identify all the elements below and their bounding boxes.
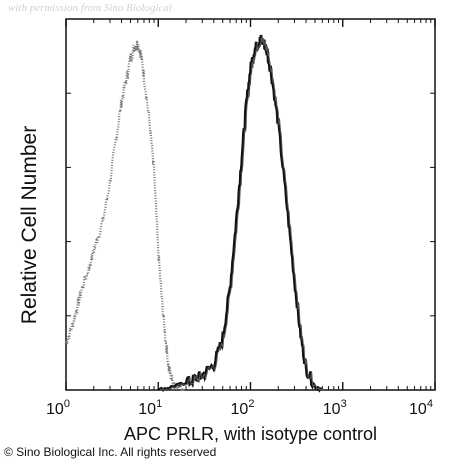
x-tick-label: 100 (46, 398, 70, 418)
x-tick-label: 101 (138, 398, 162, 418)
x-tick-label: 104 (409, 398, 433, 418)
y-axis-label: Relative Cell Number (18, 125, 41, 325)
isotype-control-histogram (64, 40, 186, 392)
prlr-histogram (157, 34, 324, 393)
copyright-notice: © Sino Biological Inc. All rights reserv… (4, 445, 217, 459)
series-layer (64, 34, 324, 393)
x-tick-labels: 100 101 102 103 104 (46, 398, 433, 418)
watermark: with permission from Sino Biological (8, 2, 172, 14)
minor-ticks (66, 19, 435, 390)
prlr-histogram-shadow (159, 35, 324, 392)
x-axis-label: APC PRLR, with isotype control (123, 424, 378, 444)
x-tick-label: 102 (231, 398, 255, 418)
x-tick-label: 103 (323, 398, 347, 418)
